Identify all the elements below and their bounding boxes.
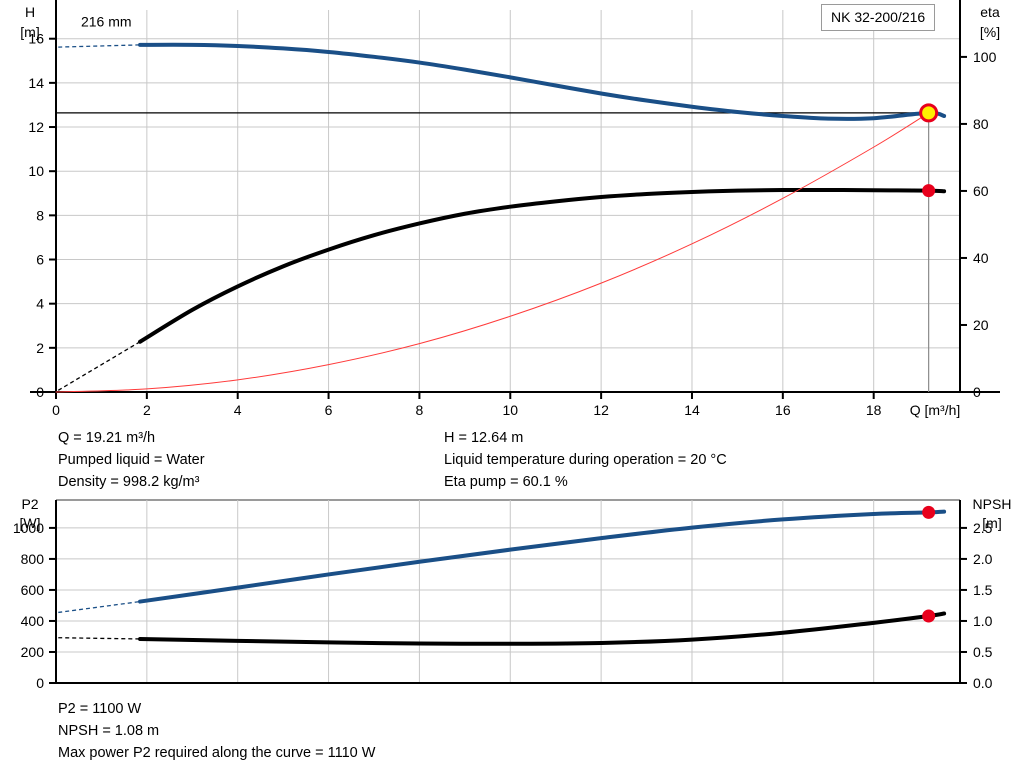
duty-point-head-marker <box>919 103 939 123</box>
info-npsh: NPSH = 1.08 m <box>58 723 160 739</box>
power-curve <box>138 509 947 604</box>
info-temperature: Liquid temperature during operation = 20… <box>444 452 727 468</box>
duty-point-efficiency-marker <box>922 184 936 198</box>
head-curve-dashed-extension <box>58 44 141 48</box>
info-density: Density = 998.2 kg/m³ <box>58 474 200 490</box>
x-tick-label: 2 <box>143 402 151 418</box>
plot-area-bottom: 0 200 400 600 800 1000 0.0 0.5 1.0 1.5 2.0 2.5 P2 [W]… <box>13 496 1012 691</box>
y-axis-title-left: H <box>25 4 35 20</box>
y-axis-unit-left: [m] <box>20 24 39 40</box>
y-tick-label-left: 600 <box>21 582 45 598</box>
efficiency-curve-dashed-extension <box>57 341 141 391</box>
duty-point-power-marker <box>922 505 936 519</box>
y-tick-label-right: 1.5 <box>973 582 993 598</box>
y-tick-label-right: 20 <box>973 317 989 333</box>
y-tick-label-right: 0.0 <box>973 675 993 691</box>
y-axis-unit-right: [%] <box>980 24 1000 40</box>
y-axis-unit-right: [m] <box>982 515 1001 531</box>
y-tick-label-right: 80 <box>973 116 989 132</box>
x-tick-label: 6 <box>325 402 333 418</box>
y-tick-label-left: 2 <box>36 340 44 356</box>
x-tick-label: 14 <box>684 402 700 418</box>
y-tick-label-right: 2.5 <box>973 520 993 536</box>
x-tick-label: 4 <box>234 402 242 418</box>
y-axis-unit-left: [W] <box>20 515 41 531</box>
pump-model-label: NK 32-200/216 <box>821 4 936 31</box>
y-tick-label-left: 1000 <box>13 520 44 536</box>
y-tick-label-right: 40 <box>973 250 989 266</box>
info-flow: Q = 19.21 m³/h <box>58 430 156 446</box>
y-tick-label-right: 2.0 <box>973 551 993 567</box>
y-tick-label-left: 6 <box>36 252 44 268</box>
power-curve-dashed-extension <box>58 600 141 614</box>
plot-area-top: 0 2 4 6 8 10 12 14 16 0 20 40 60 80 100 0 2 4 6 8 10 12 14 16 18… <box>20 0 1000 418</box>
info-p2: P2 = 1100 W <box>58 701 142 717</box>
x-tick-label: 8 <box>416 402 424 418</box>
y-tick-label-left: 0 <box>36 384 44 400</box>
info-liquid: Pumped liquid = Water <box>58 452 205 468</box>
y-tick-label-left: 200 <box>21 644 45 660</box>
duty-info-left: Q = 19.21 m³/h Pumped liquid = Water Den… <box>58 427 205 493</box>
impeller-diameter-label: 216 mm <box>81 14 132 30</box>
y-tick-label-left: 0 <box>36 675 44 691</box>
y-axis-title-left: P2 <box>21 496 38 512</box>
y-tick-label-left: 10 <box>28 163 44 179</box>
power-npsh-plot: 0 200 400 600 800 1000 0.0 0.5 1.0 1.5 2.0 2.5 P2 [W]… <box>13 496 1012 691</box>
y-tick-label-left: 4 <box>36 296 44 312</box>
x-tick-label: 0 <box>52 402 60 418</box>
x-tick-label: 12 <box>593 402 609 418</box>
y-axis-title-right: NPSH <box>973 496 1012 512</box>
duty-point-npsh-marker <box>922 609 936 623</box>
y-tick-label-left: 16 <box>28 31 44 47</box>
y-tick-label-right: 0 <box>973 384 981 400</box>
y-tick-label-left: 14 <box>28 75 44 91</box>
system-curve <box>55 112 930 393</box>
info-eta-pump: Eta pump = 60.1 % <box>444 474 568 490</box>
y-tick-label-left: 400 <box>21 613 45 629</box>
npsh-curve-dashed-extension <box>58 637 141 640</box>
y-tick-label-right: 0.5 <box>973 644 993 660</box>
y-tick-label-left: 8 <box>36 207 44 223</box>
x-tick-label: 18 <box>866 402 882 418</box>
head-efficiency-chart: 0 2 4 6 8 10 12 14 16 0 20 40 60 80 100 0 2 4 6 8 10 12 14 16 18… <box>20 0 1000 418</box>
x-tick-label: 10 <box>502 402 518 418</box>
info-head: H = 12.64 m <box>444 430 524 446</box>
x-axis-title: Q [m³/h] <box>910 402 961 418</box>
head-efficiency-plot: 0 2 4 6 8 10 12 14 16 0 20 40 60 80 100 0 2 4 6 8 10 12 14 16 18… <box>20 0 1000 418</box>
info-max-power: Max power P2 required along the curve = … <box>58 745 376 761</box>
efficiency-curve <box>138 187 947 344</box>
y-tick-label-right: 1.0 <box>973 613 993 629</box>
y-tick-label-right: 100 <box>973 49 997 65</box>
head-curve <box>138 42 947 121</box>
npsh-curve <box>138 611 947 646</box>
y-axis-title-right: eta <box>980 4 1000 20</box>
y-tick-label-right: 60 <box>973 183 989 199</box>
power-npsh-chart: 0 200 400 600 800 1000 0.0 0.5 1.0 1.5 2.0 2.5 P2 [W]… <box>0 495 1024 695</box>
y-tick-label-left: 800 <box>21 551 45 567</box>
duty-info-right: H = 12.64 m Liquid temperature during op… <box>444 427 727 493</box>
y-tick-label-left: 12 <box>28 119 44 135</box>
x-tick-label: 16 <box>775 402 791 418</box>
power-info: P2 = 1100 W NPSH = 1.08 m Max power P2 r… <box>58 698 375 764</box>
